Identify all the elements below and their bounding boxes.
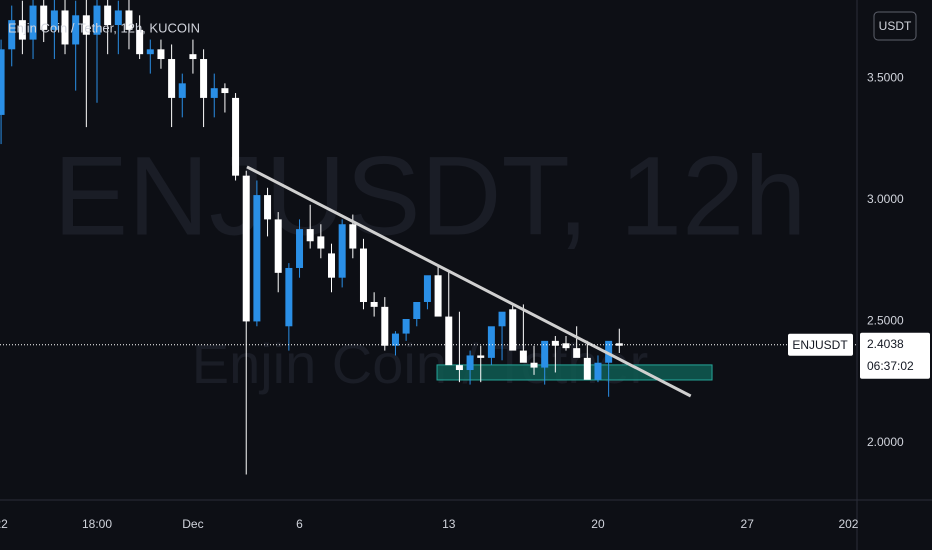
candle-body <box>0 49 5 115</box>
candle-body <box>104 5 112 26</box>
candle-body <box>200 59 208 98</box>
candle-body <box>402 318 410 334</box>
candle-body <box>306 229 314 242</box>
candle-body <box>498 311 506 327</box>
watermark: ENJUSDT, 12h <box>53 134 806 259</box>
candle-body <box>594 362 602 380</box>
candle-body <box>487 326 495 358</box>
x-tick-label: 18:00 <box>82 517 112 531</box>
x-tick-label: 6 <box>296 517 303 531</box>
candle-body <box>253 195 261 322</box>
candle-body <box>50 10 58 30</box>
candle-body <box>349 224 357 249</box>
candle-body <box>296 229 304 268</box>
x-tick-label: Dec <box>182 517 203 531</box>
candle-body <box>391 333 399 346</box>
x-tick-label: 13 <box>442 517 456 531</box>
candle-body <box>370 301 378 307</box>
candle-body <box>72 15 80 45</box>
trendline <box>246 165 692 398</box>
symbol-label: ENJUSDT <box>792 338 848 352</box>
zone <box>436 364 713 381</box>
candle-body <box>519 350 527 363</box>
x-tick-label: 22 <box>0 517 8 531</box>
candle-body <box>551 340 559 346</box>
candle-body <box>338 224 346 278</box>
candle-body <box>328 253 336 278</box>
y-tick-label: 2.0000 <box>867 435 904 449</box>
candle-body <box>466 355 474 371</box>
candle-body <box>168 59 176 98</box>
candle-body <box>93 5 101 35</box>
candle-body <box>232 97 240 176</box>
candle-body <box>605 340 613 363</box>
candle-body <box>189 54 197 60</box>
y-tick-label: 3.0000 <box>867 192 904 206</box>
candle-body <box>40 5 48 30</box>
candle-body <box>413 301 421 319</box>
symbol-tag <box>788 333 853 356</box>
candle-body <box>114 10 122 26</box>
candle-body <box>29 5 37 40</box>
candle-body <box>573 348 581 358</box>
candle-body <box>541 340 549 368</box>
candle-body <box>178 83 186 98</box>
candle-body <box>445 316 453 366</box>
candle-body <box>8 20 16 50</box>
candle-body <box>264 195 272 220</box>
candle-body <box>509 309 517 351</box>
candle-body <box>210 88 218 98</box>
candle-body <box>61 10 69 45</box>
currency-label[interactable]: USDT <box>879 19 912 33</box>
candle-body <box>157 49 165 60</box>
candle-body <box>18 20 26 40</box>
candle-body <box>82 15 90 35</box>
x-tick-label: 20 <box>591 517 605 531</box>
candle-body <box>477 355 485 358</box>
candle-body <box>136 29 144 55</box>
candle-body <box>583 357 591 380</box>
x-tick-label: 27 <box>741 517 755 531</box>
x-tick-label: 202 <box>838 517 858 531</box>
candle-body <box>285 267 293 327</box>
candle-body <box>146 49 154 55</box>
candle-body <box>562 343 570 349</box>
candle-body <box>423 275 431 302</box>
candle-body <box>125 10 133 30</box>
y-tick-label: 2.5000 <box>867 314 904 328</box>
candle-body <box>221 88 229 94</box>
currency-button[interactable] <box>873 11 917 41</box>
candle-body <box>359 248 367 302</box>
plot <box>0 0 857 475</box>
candle-body <box>455 365 463 371</box>
price-tag <box>860 332 930 379</box>
candle-body <box>381 306 389 346</box>
last-price-label: 2.4038 <box>867 337 904 351</box>
candle-body <box>317 236 325 249</box>
chart-title: Enjin Coin / Tether, 12h, KUCOIN <box>8 20 200 35</box>
y-tick-label: 3.5000 <box>867 71 904 85</box>
candle-body <box>615 343 623 346</box>
candle-body <box>274 219 282 273</box>
candle-body <box>434 275 442 317</box>
countdown-label: 06:37:02 <box>867 359 914 373</box>
candle-body <box>242 175 250 322</box>
candle-body <box>530 362 538 368</box>
watermark-sub: Enjin Coin / Tether <box>192 332 649 395</box>
